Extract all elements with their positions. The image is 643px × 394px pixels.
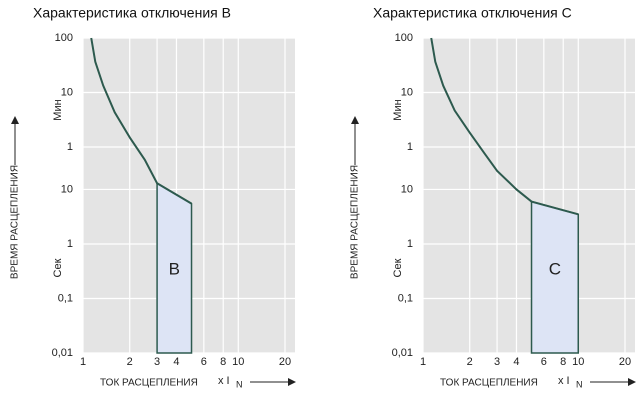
curve — [90, 37, 193, 205]
x-tick-label: 6 — [541, 356, 547, 368]
y-arrow-head — [11, 116, 19, 124]
y-axis-label: ВРЕМЯ РАСЦЕПЛЕНИЯ — [350, 165, 361, 279]
band-label: C — [549, 259, 561, 278]
x-tick-label: 3 — [154, 356, 160, 368]
x-tick-label: 6 — [201, 356, 207, 368]
plot-area — [423, 38, 635, 353]
y-tick-label: 10 — [401, 183, 413, 195]
x-tick-label: 8 — [560, 356, 566, 368]
chart-title: Характеристика отключения B — [33, 5, 231, 21]
y-tick-label: 1 — [67, 141, 73, 153]
x-unit-sub: N — [236, 379, 243, 389]
x-tick-label: 10 — [572, 356, 584, 368]
y-tick-label: 0,1 — [398, 292, 413, 304]
y-tick-label: 10 — [401, 86, 413, 98]
x-tick-label: 1 — [420, 356, 426, 368]
x-unit: x I — [218, 375, 230, 387]
y-tick-label: 100 — [55, 32, 73, 44]
y-tick-label: 10 — [61, 86, 73, 98]
band-label: B — [169, 259, 180, 278]
x-tick-label: 20 — [619, 356, 631, 368]
x-arrow-head — [628, 378, 636, 386]
x-tick-label: 4 — [513, 356, 519, 368]
y-tick-label: 0,1 — [58, 292, 73, 304]
x-tick-label: 4 — [173, 356, 179, 368]
y-tick-label: 0,01 — [392, 347, 413, 359]
x-axis-label: ТОК РАСЦЕПЛЕНИЯ — [100, 378, 198, 389]
chart-title: Характеристика отключения C — [373, 5, 572, 21]
curve — [430, 37, 579, 216]
y-tick-label: 100 — [395, 32, 413, 44]
y-tick-label: 1 — [407, 238, 413, 250]
x-unit: x I — [558, 375, 570, 387]
unit-seconds: Сек — [52, 258, 64, 277]
y-axis-label: ВРЕМЯ РАСЦЕПЛЕНИЯ — [10, 165, 21, 279]
y-arrow-head — [351, 116, 359, 124]
y-tick-label: 10 — [61, 183, 73, 195]
y-tick-label: 0,01 — [52, 347, 73, 359]
unit-minutes: Мин — [392, 99, 404, 120]
x-axis-label: ТОК РАСЦЕПЛЕНИЯ — [440, 378, 538, 389]
unit-seconds: Сек — [392, 258, 404, 277]
x-tick-label: 1 — [80, 356, 86, 368]
unit-minutes: Мин — [52, 99, 64, 120]
y-tick-label: 1 — [407, 141, 413, 153]
x-tick-label: 2 — [467, 356, 473, 368]
x-arrow-head — [288, 378, 296, 386]
y-tick-label: 1 — [67, 238, 73, 250]
x-tick-label: 20 — [279, 356, 291, 368]
x-tick-label: 10 — [232, 356, 244, 368]
x-tick-label: 2 — [127, 356, 133, 368]
x-unit-sub: N — [576, 379, 583, 389]
x-tick-label: 8 — [220, 356, 226, 368]
x-tick-label: 3 — [494, 356, 500, 368]
